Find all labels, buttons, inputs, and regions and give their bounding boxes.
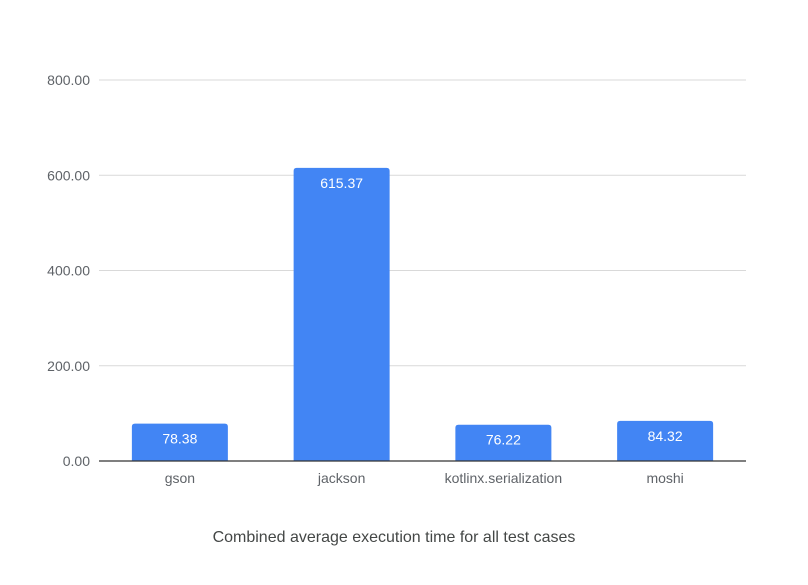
bars (131, 167, 714, 461)
x-tick-label: jackson (317, 470, 365, 486)
y-tick-label: 800.00 (47, 72, 90, 88)
x-tick-label: moshi (646, 470, 683, 486)
x-tick-label: kotlinx.serialization (445, 470, 563, 486)
data-labels: 78.38 615.37 76.22 84.32 (162, 175, 682, 448)
chart-caption: Combined average execution time for all … (213, 529, 576, 546)
x-axis-categories: gson jackson kotlinx.serialization moshi (165, 470, 684, 486)
y-tick-label: 200.00 (47, 358, 90, 374)
data-label: 84.32 (648, 428, 683, 444)
bar-gson (131, 423, 228, 461)
x-tick-label: gson (165, 470, 195, 486)
y-tick-label: 400.00 (47, 263, 90, 279)
data-label: 615.37 (320, 175, 363, 191)
data-label: 78.38 (162, 431, 197, 447)
y-axis-ticks: 0.00 200.00 400.00 600.00 800.00 (47, 72, 90, 469)
data-label: 76.22 (486, 432, 521, 448)
bar-jackson (293, 167, 390, 461)
y-tick-label: 600.00 (47, 167, 90, 183)
gridlines (99, 79, 746, 367)
bar-kotlinx-serialization (455, 424, 552, 461)
bar-moshi (617, 420, 714, 461)
y-tick-label: 0.00 (63, 453, 90, 469)
